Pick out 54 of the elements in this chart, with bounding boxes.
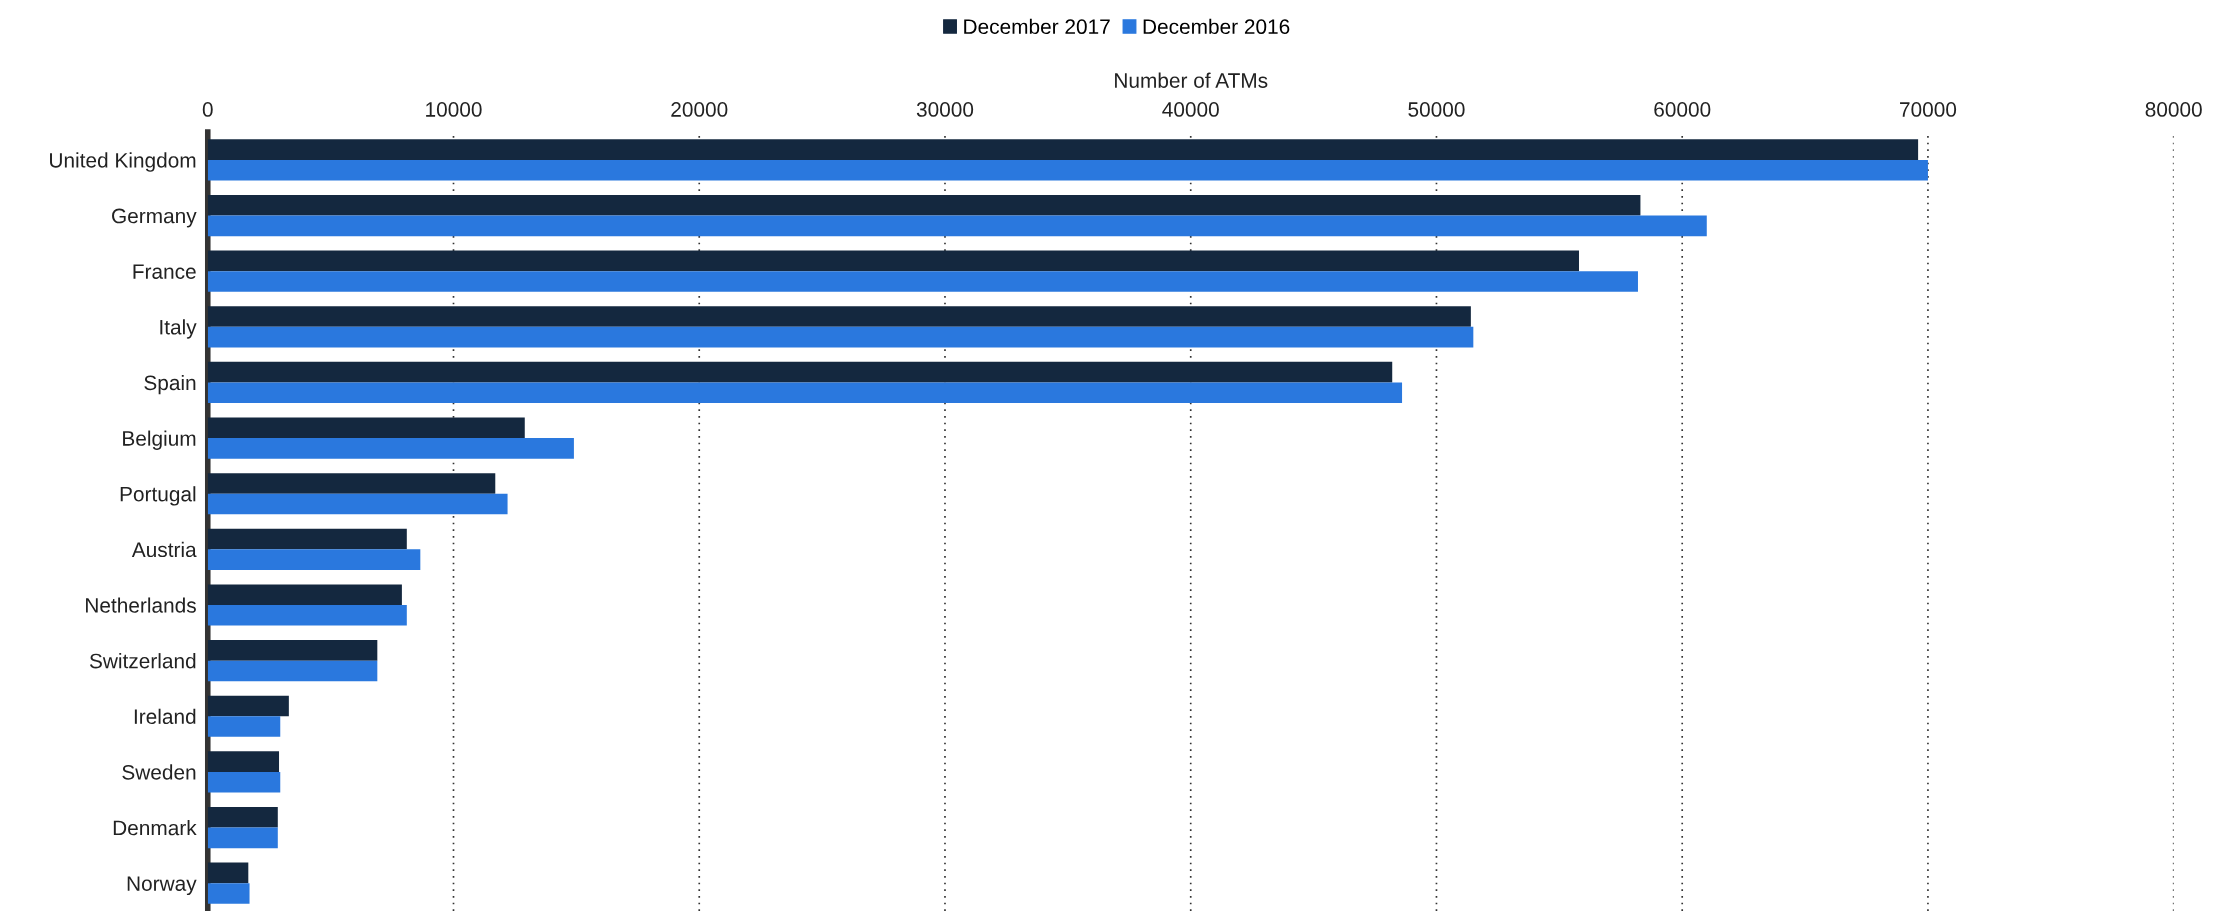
y-tick-label: Spain bbox=[144, 374, 196, 395]
bar bbox=[207, 771, 281, 793]
x-tick-label: 60000 bbox=[1654, 102, 1711, 117]
bar bbox=[207, 326, 1474, 348]
bar bbox=[207, 306, 1471, 327]
bar bbox=[207, 528, 407, 550]
x-tick-label: 70000 bbox=[1900, 102, 1957, 117]
bar bbox=[207, 493, 508, 515]
bar bbox=[207, 194, 1641, 216]
y-tick-label: Sweden bbox=[122, 764, 196, 780]
bar bbox=[207, 660, 378, 682]
bar bbox=[207, 716, 281, 737]
bar bbox=[207, 751, 280, 772]
bar bbox=[207, 438, 574, 459]
y-tick-label: France bbox=[133, 264, 196, 279]
bar bbox=[207, 549, 421, 570]
y-tick-label: Germany bbox=[112, 208, 197, 228]
y-tick-label: Norway bbox=[127, 876, 197, 896]
y-tick-label: Portugal bbox=[120, 486, 196, 506]
bar bbox=[207, 605, 407, 626]
y-tick-label: Denmark bbox=[113, 820, 197, 836]
bar bbox=[207, 361, 1393, 383]
x-tick-label: 30000 bbox=[916, 102, 974, 117]
bar bbox=[207, 827, 278, 849]
bar bbox=[207, 862, 249, 884]
y-tick-label: United Kingdom bbox=[50, 152, 196, 172]
bar bbox=[207, 382, 1403, 404]
bar bbox=[207, 806, 278, 828]
y-tick-label: Ireland bbox=[134, 708, 196, 725]
y-tick-label: Belgium bbox=[123, 430, 196, 450]
bar bbox=[207, 250, 1579, 272]
y-tick-label: Netherlands bbox=[86, 597, 196, 613]
y-tick-label: Switzerland bbox=[89, 653, 196, 669]
legend-label: December 2016 bbox=[1143, 18, 1290, 35]
bar bbox=[207, 640, 378, 661]
bar bbox=[207, 271, 1638, 292]
y-tick-label: Italy bbox=[160, 319, 197, 339]
x-axis-title: Number of ATMs bbox=[1115, 72, 1268, 88]
x-tick-label: 80000 bbox=[2145, 102, 2202, 117]
x-tick-label: 0 bbox=[202, 102, 213, 117]
bar bbox=[207, 159, 1928, 181]
bar bbox=[207, 584, 402, 605]
x-tick-label: 20000 bbox=[671, 102, 728, 117]
bar bbox=[207, 473, 496, 494]
x-tick-label: 10000 bbox=[426, 102, 482, 117]
bar bbox=[207, 695, 289, 717]
y-tick-label: Austria bbox=[131, 541, 197, 558]
bar bbox=[207, 139, 1919, 160]
bar bbox=[207, 883, 250, 904]
x-tick-label: 50000 bbox=[1408, 102, 1465, 117]
bar bbox=[207, 215, 1707, 237]
legend-label: December 2017 bbox=[964, 18, 1110, 35]
bar bbox=[207, 417, 525, 439]
x-tick-label: 40000 bbox=[1162, 102, 1219, 117]
